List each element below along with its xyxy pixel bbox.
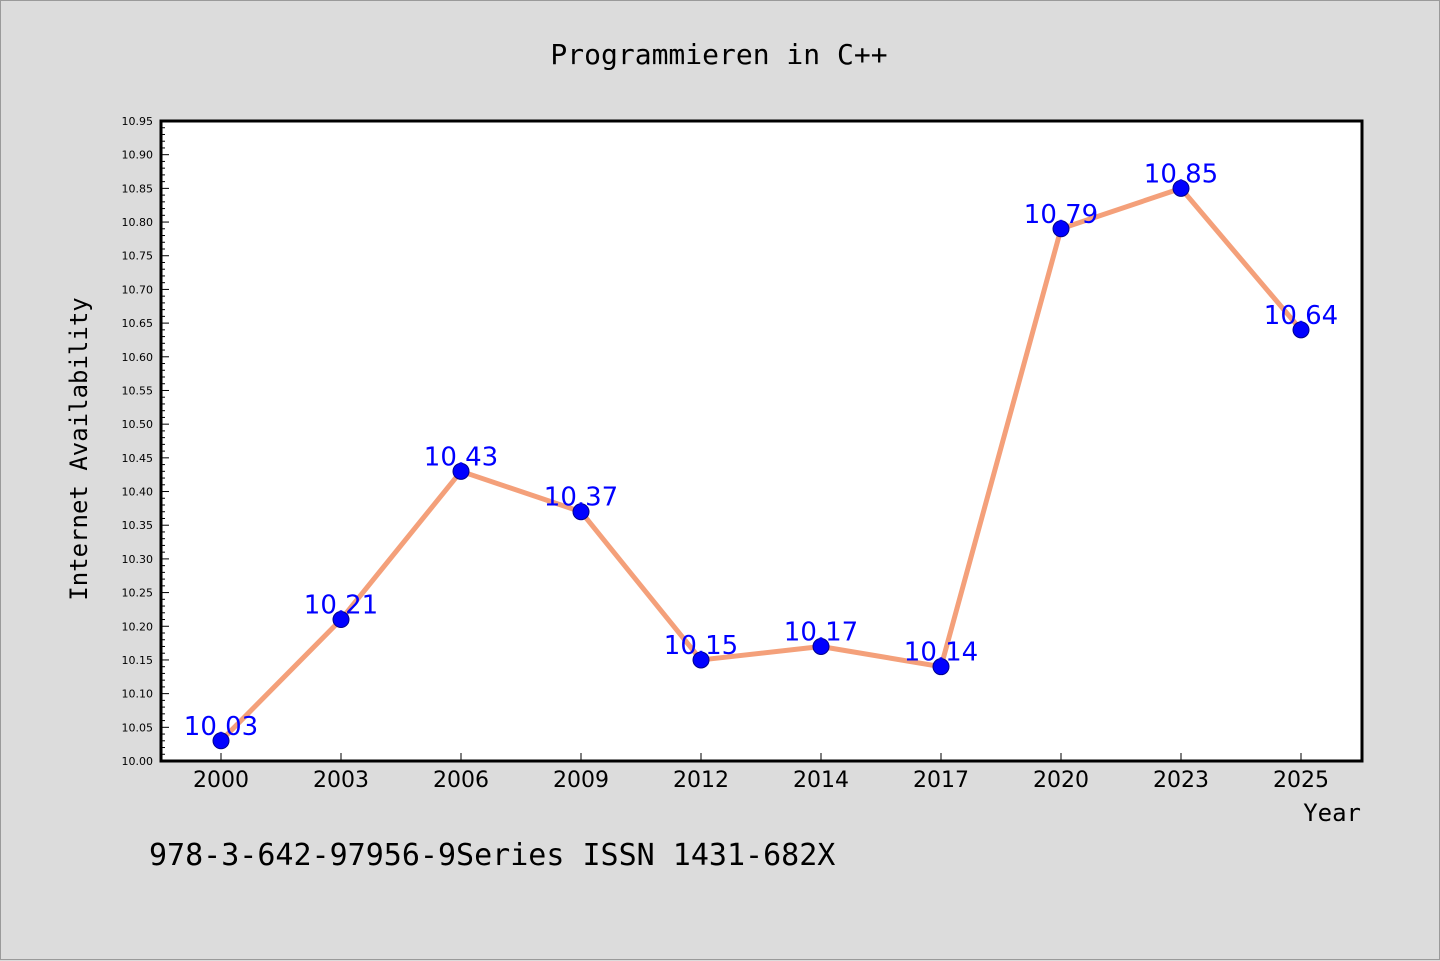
- data-label: 10.17: [784, 617, 858, 647]
- y-tick-label: 10.30: [122, 553, 154, 566]
- y-axis-label: Internet Availability: [65, 297, 93, 600]
- series-line: [219, 185, 1303, 743]
- data-point: [332, 611, 350, 629]
- x-axis-label: Year: [1303, 799, 1361, 827]
- data-label: 10.37: [544, 483, 618, 513]
- y-tick-label: 10.10: [122, 688, 154, 701]
- x-tick-label: 2025: [1273, 768, 1329, 793]
- data-point: [1052, 220, 1070, 238]
- y-tick-label: 10.35: [122, 519, 154, 532]
- y-tick-label: 10.75: [122, 250, 154, 263]
- y-tick-label: 10.85: [122, 182, 154, 195]
- y-tick-label: 10.20: [122, 620, 154, 633]
- y-tick-label: 10.90: [122, 149, 154, 162]
- y-tick-label: 10.05: [122, 721, 154, 734]
- y-tick-label: 10.70: [122, 283, 154, 296]
- plot-area: [159, 119, 1364, 763]
- data-label: 10.03: [184, 712, 258, 742]
- data-point: [1172, 179, 1190, 197]
- x-tick-label: 2023: [1153, 768, 1209, 793]
- x-tick-label: 2003: [313, 768, 369, 793]
- data-point: [452, 462, 470, 480]
- data-label: 10.64: [1264, 301, 1338, 331]
- y-tick-label: 10.60: [122, 351, 154, 364]
- data-label: 10.79: [1024, 200, 1098, 230]
- x-tick-label: 2009: [553, 768, 609, 793]
- footer-text: 978-3-642-97956-9Series ISSN 1431-682X: [149, 838, 835, 873]
- y-tick-label: 10.00: [122, 755, 154, 768]
- data-label: 10.21: [304, 591, 378, 621]
- y-tick-label: 10.40: [122, 486, 154, 499]
- data-label: 10.85: [1144, 159, 1218, 189]
- x-tick-label: 2020: [1033, 768, 1089, 793]
- x-tick-label: 2017: [913, 768, 969, 793]
- y-tick-label: 10.80: [122, 216, 154, 229]
- data-point: [1292, 321, 1310, 339]
- chart-title: Programmieren in C++: [550, 38, 887, 71]
- data-label: 10.14: [904, 638, 978, 668]
- x-axis: 2000 2003 2006 2009 2012 2014 2017 2020 2023 2025: [193, 753, 1329, 793]
- y-tick-label: 10.15: [122, 654, 154, 667]
- y-tick-label: 10.45: [122, 452, 154, 465]
- x-tick-label: 2014: [793, 768, 849, 793]
- y-tick-label: 10.65: [122, 317, 154, 330]
- y-tick-label: 10.55: [122, 384, 154, 397]
- data-point: [932, 658, 950, 676]
- y-axis: 10.00 10.05 10.10 10.15 10.20 10.25 10.30 10.35…: [122, 115, 169, 768]
- x-tick-label: 2006: [433, 768, 489, 793]
- data-point: [572, 503, 590, 521]
- data-point: [812, 637, 830, 655]
- data-labels: 10.03 10.21 10.43 10.37 10.15 10.17 10.14 10.79…: [184, 159, 1338, 741]
- x-tick-label: 2000: [193, 768, 249, 793]
- data-points: [212, 179, 1310, 750]
- data-point: [212, 732, 230, 750]
- y-tick-label: 10.25: [122, 587, 154, 600]
- data-point: [692, 651, 710, 669]
- data-label: 10.15: [664, 631, 738, 661]
- data-label: 10.43: [424, 442, 498, 472]
- y-tick-label: 10.50: [122, 418, 154, 431]
- x-tick-label: 2012: [673, 768, 729, 793]
- y-tick-label: 10.95: [122, 115, 154, 128]
